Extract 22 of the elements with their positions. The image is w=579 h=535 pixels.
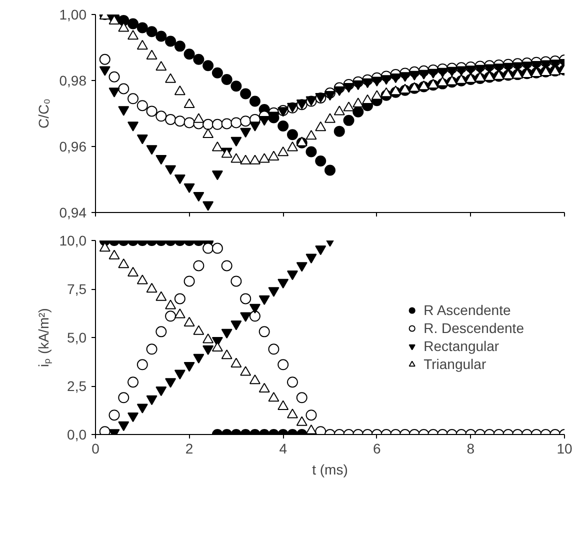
x-tick-label: 6 [373,440,382,456]
x-tick-label: 4 [279,440,288,456]
y-tick-label: 0,98 [59,72,87,88]
y-tick-label: 10,0 [59,232,87,248]
legend-label: Rectangular [424,338,500,354]
y-tick-label: 0,0 [67,426,87,442]
x-tick-label: 8 [466,440,475,456]
y-tick-label: 2,5 [67,378,87,394]
x-tick-label: 2 [185,440,194,456]
legend-label: R Ascendente [424,302,511,318]
y-tick-label: 0,94 [59,204,87,220]
y-tick-label: 1,00 [59,6,87,22]
x-tick-label: 10 [556,440,572,456]
y-axis-title: iₚ (kA/m²) [35,308,52,367]
legend-label: R. Descendente [424,320,524,336]
legend-label: Triangular [424,356,486,372]
y-axis-title: C/C₀ [35,98,52,128]
x-axis-title: t (ms) [312,462,348,478]
y-tick-label: 0,96 [59,138,87,154]
y-tick-label: 5,0 [67,330,87,346]
x-tick-label: 0 [92,440,100,456]
y-tick-label: 7,5 [67,281,87,297]
